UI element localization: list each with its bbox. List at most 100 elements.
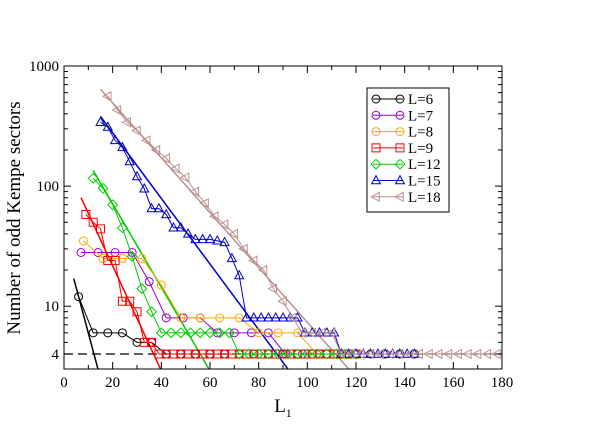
data-point-circle xyxy=(161,313,171,323)
legend-label: L=8 xyxy=(408,125,433,141)
data-point-diamond xyxy=(126,250,138,262)
data-point-triangle-left xyxy=(316,327,326,339)
legend-label: L=12 xyxy=(408,157,441,173)
data-point-circle xyxy=(76,247,86,257)
data-point-diamond xyxy=(223,327,235,339)
y-tick-label: 100 xyxy=(37,179,60,195)
data-point-triangle-left xyxy=(199,197,209,209)
data-point-diamond xyxy=(301,348,313,360)
legend-entry: L=6 xyxy=(371,92,434,108)
data-point-circle xyxy=(395,127,405,137)
fit-line xyxy=(73,278,99,369)
data-point-diamond xyxy=(272,348,284,360)
data-point-diamond xyxy=(370,158,382,170)
x-tick-label: 120 xyxy=(345,375,368,391)
data-point-diamond xyxy=(107,199,119,211)
legend: L=6L=7L=8L=9L=12L=15L=18 xyxy=(366,87,450,213)
data-point-triangle xyxy=(139,182,150,193)
data-point-diamond xyxy=(116,222,128,234)
data-point-triangle xyxy=(146,202,157,213)
x-axis-label: L1 xyxy=(274,396,292,420)
data-point-triangle xyxy=(153,202,165,213)
data-point-diamond xyxy=(214,327,226,339)
data-point-diamond xyxy=(155,327,167,339)
data-point-triangle xyxy=(131,170,143,181)
data-point-circle xyxy=(93,247,103,257)
data-point-circle xyxy=(246,328,256,338)
data-point-square xyxy=(110,256,120,266)
data-point-circle xyxy=(156,280,166,290)
data-point-triangle-left xyxy=(228,228,239,240)
data-point-square xyxy=(132,307,142,317)
y-tick-label: 4 xyxy=(52,347,60,363)
data-point-diamond xyxy=(97,182,109,194)
data-point-triangle-left xyxy=(257,264,268,276)
data-point-circle xyxy=(88,328,98,338)
data-point-triangle xyxy=(168,221,179,232)
x-axis-label-subscript: 1 xyxy=(286,406,292,420)
data-point-diamond xyxy=(185,327,197,339)
data-point-triangle-left xyxy=(393,348,404,360)
data-point-circle xyxy=(74,292,84,302)
legend-entry: L=15 xyxy=(370,174,441,190)
data-point-triangle xyxy=(314,327,325,337)
data-point-circle xyxy=(176,313,186,323)
data-point-diamond xyxy=(165,327,177,339)
series xyxy=(101,90,501,360)
data-point-circle xyxy=(371,127,381,137)
data-point-triangle xyxy=(328,327,340,337)
data-point-diamond xyxy=(292,348,304,360)
data-point-diamond xyxy=(394,158,406,170)
legend-entry: L=9 xyxy=(371,141,433,157)
data-point-triangle xyxy=(182,228,194,238)
data-point-circle xyxy=(229,328,239,338)
data-point-triangle xyxy=(248,312,260,322)
data-point-triangle-left xyxy=(150,144,161,156)
axes: 0 20 40 60 80 100 120 140 160 180 4 10 100 1000 xyxy=(29,59,513,391)
y-axis-label: Number of odd Kempe sectors xyxy=(4,101,25,334)
data-point-circle xyxy=(395,110,405,120)
data-point-triangle-left xyxy=(345,348,355,360)
data-point-diamond xyxy=(233,348,245,360)
data-point-triangle-left xyxy=(481,348,492,360)
data-point-square xyxy=(395,143,405,153)
y-tick-label: 1000 xyxy=(29,59,59,75)
data-point-triangle-left xyxy=(364,348,375,360)
data-point-triangle-left xyxy=(189,186,200,197)
data-point-triangle xyxy=(219,236,230,247)
legend-entry: L=7 xyxy=(371,108,434,124)
data-point-triangle-left xyxy=(413,348,423,360)
data-point-triangle-left xyxy=(374,348,385,360)
data-point-circle xyxy=(78,236,88,246)
data-point-circle xyxy=(144,277,154,287)
data-point-diamond xyxy=(204,327,216,339)
x-tick-label: 80 xyxy=(251,375,266,391)
data-point-triangle xyxy=(233,269,245,280)
data-point-circle xyxy=(273,328,283,338)
data-point-triangle xyxy=(160,208,172,219)
data-point-triangle-left xyxy=(355,348,365,360)
data-point-square xyxy=(88,217,98,227)
legend-entry: L=8 xyxy=(371,125,433,141)
data-point-triangle-left xyxy=(140,135,151,146)
data-point-triangle-left xyxy=(247,255,258,266)
data-point-circle xyxy=(371,94,381,104)
data-point-triangle-left xyxy=(403,348,414,360)
data-point-triangle xyxy=(204,233,216,244)
data-point-triangle xyxy=(102,121,114,131)
data-point-triangle xyxy=(226,252,238,263)
data-point-triangle xyxy=(358,348,369,358)
data-point-triangle-left xyxy=(370,191,380,203)
data-point-circle xyxy=(371,110,381,120)
data-point-triangle-left xyxy=(170,163,180,174)
data-point-circle xyxy=(234,313,244,323)
data-point-diamond xyxy=(282,348,294,360)
legend-entry: L=12 xyxy=(370,157,441,173)
data-point-diamond xyxy=(175,327,187,339)
x-tick-label: 20 xyxy=(105,375,120,391)
data-point-diamond xyxy=(136,283,148,295)
data-point-square xyxy=(125,296,135,306)
x-axis-label-main: L xyxy=(274,396,286,417)
y-tick-label: 10 xyxy=(44,299,59,315)
